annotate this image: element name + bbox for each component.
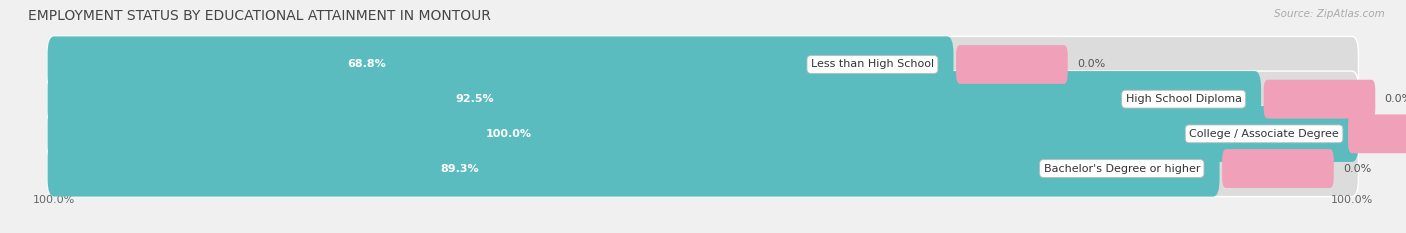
FancyBboxPatch shape <box>48 71 1261 127</box>
FancyBboxPatch shape <box>48 36 1358 93</box>
Text: EMPLOYMENT STATUS BY EDUCATIONAL ATTAINMENT IN MONTOUR: EMPLOYMENT STATUS BY EDUCATIONAL ATTAINM… <box>28 9 491 23</box>
FancyBboxPatch shape <box>956 45 1067 84</box>
FancyBboxPatch shape <box>48 106 1358 162</box>
Text: Source: ZipAtlas.com: Source: ZipAtlas.com <box>1274 9 1385 19</box>
FancyBboxPatch shape <box>48 140 1358 197</box>
Text: Less than High School: Less than High School <box>811 59 934 69</box>
FancyBboxPatch shape <box>48 36 953 93</box>
Text: Bachelor's Degree or higher: Bachelor's Degree or higher <box>1043 164 1201 174</box>
FancyBboxPatch shape <box>1222 149 1334 188</box>
Text: College / Associate Degree: College / Associate Degree <box>1189 129 1339 139</box>
FancyBboxPatch shape <box>48 140 1219 197</box>
Text: 0.0%: 0.0% <box>1385 94 1406 104</box>
FancyBboxPatch shape <box>48 106 1358 162</box>
FancyBboxPatch shape <box>48 71 1358 127</box>
Text: 0.0%: 0.0% <box>1077 59 1105 69</box>
FancyBboxPatch shape <box>1264 80 1375 119</box>
Text: 92.5%: 92.5% <box>456 94 494 104</box>
Text: 68.8%: 68.8% <box>347 59 387 69</box>
Text: 89.3%: 89.3% <box>440 164 479 174</box>
Text: 0.0%: 0.0% <box>1343 164 1371 174</box>
FancyBboxPatch shape <box>1348 114 1406 153</box>
Text: High School Diploma: High School Diploma <box>1126 94 1241 104</box>
Text: 100.0%: 100.0% <box>485 129 531 139</box>
